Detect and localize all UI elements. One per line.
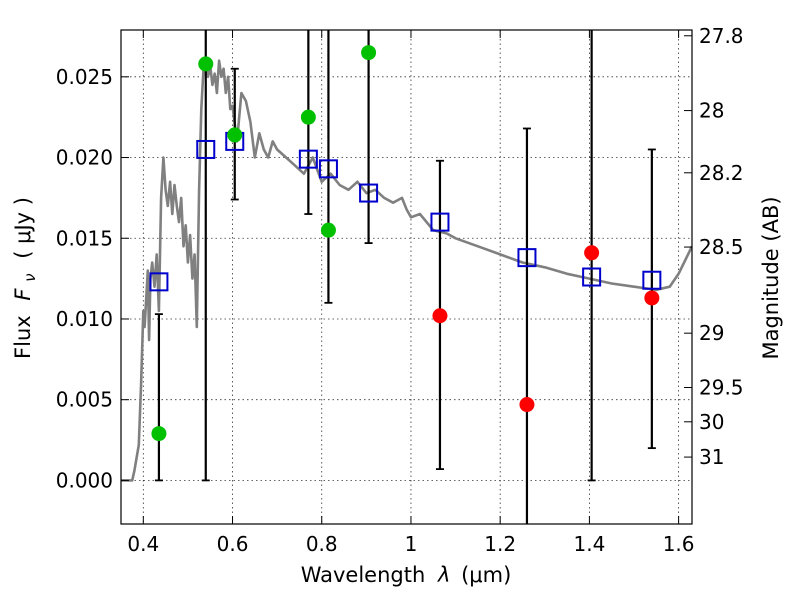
right-magnitude-axis-ticks: 27.8 28 28.2 28.5 29 29.5 30 31 (684, 24, 744, 469)
y-axis-label: Flux F ν ( μJy ) (11, 197, 40, 359)
x-tick-label: 1.4 (573, 532, 605, 556)
model-spectrum (121, 56, 692, 482)
plot-frame (120, 29, 693, 525)
model-photometry-square (149, 272, 169, 292)
x-axis-label-text: Wavelength (301, 563, 426, 587)
y2-tick-label: 28 (699, 99, 724, 123)
model-photometry-square (196, 139, 216, 159)
y2-tick-label: 29.5 (699, 376, 744, 400)
x-axis-label-units: (μm) (461, 563, 511, 587)
y-tick-label: 0.005 (56, 388, 113, 412)
data-markers (149, 45, 662, 442)
y2-axis-label: Magnitude (AB) (759, 196, 783, 359)
near-ir-flux-point (432, 308, 448, 324)
y-tick-label: 0.010 (56, 307, 113, 331)
y-axis-label-units: ( μJy ) (11, 197, 35, 259)
near-ir-flux-point (519, 397, 535, 413)
y2-tick-label: 31 (699, 445, 724, 469)
x-tick-label: 0.4 (127, 532, 159, 556)
y2-tick-label: 30 (699, 410, 724, 434)
model-photometry-square (298, 149, 318, 169)
x-axis-label: Wavelength λ (μm) (301, 563, 512, 587)
near-ir-flux-point (644, 290, 660, 306)
model-photometry-square (359, 183, 379, 203)
x-tick-label: 1.2 (484, 532, 516, 556)
optical-flux-point (198, 56, 214, 72)
y-axis-ticks: 0.000 0.005 0.010 0.015 0.020 0.025 (56, 65, 129, 492)
x-tick-label: 0.6 (217, 532, 249, 556)
x-tick-label: 1.6 (663, 532, 695, 556)
model-spectrum-line (121, 56, 692, 482)
y-axis-label-subscript: ν (21, 273, 39, 281)
x-axis-label-symbol: λ (437, 563, 450, 587)
y-tick-label: 0.020 (56, 146, 113, 170)
near-ir-flux-point (584, 245, 600, 261)
y2-tick-label: 28.2 (699, 161, 744, 185)
y2-tick-label: 27.8 (699, 24, 744, 48)
model-photometry-square (318, 159, 338, 179)
optical-flux-point (300, 109, 316, 125)
model-photometry-square (642, 270, 662, 290)
y-axis-label-symbol: F (11, 288, 35, 301)
optical-flux-point (320, 222, 336, 238)
y2-tick-label: 29 (699, 321, 724, 345)
model-photometry-square (430, 212, 450, 232)
y-tick-label: 0.000 (56, 468, 113, 492)
x-tick-label: 1 (405, 532, 418, 556)
optical-flux-point (361, 45, 377, 61)
x-axis-ticks: 0.4 0.6 0.8 1 1.2 1.4 1.6 (127, 30, 695, 556)
optical-flux-point (151, 426, 167, 442)
x-tick-label: 0.8 (306, 532, 338, 556)
optical-flux-point (227, 127, 243, 143)
y-tick-label: 0.025 (56, 65, 113, 89)
model-photometry-square (517, 248, 537, 268)
y2-tick-label: 28.5 (699, 235, 744, 259)
y-axis-label-text: Flux (11, 315, 35, 359)
y-tick-label: 0.015 (56, 226, 113, 250)
model-photometry-square (582, 267, 602, 287)
